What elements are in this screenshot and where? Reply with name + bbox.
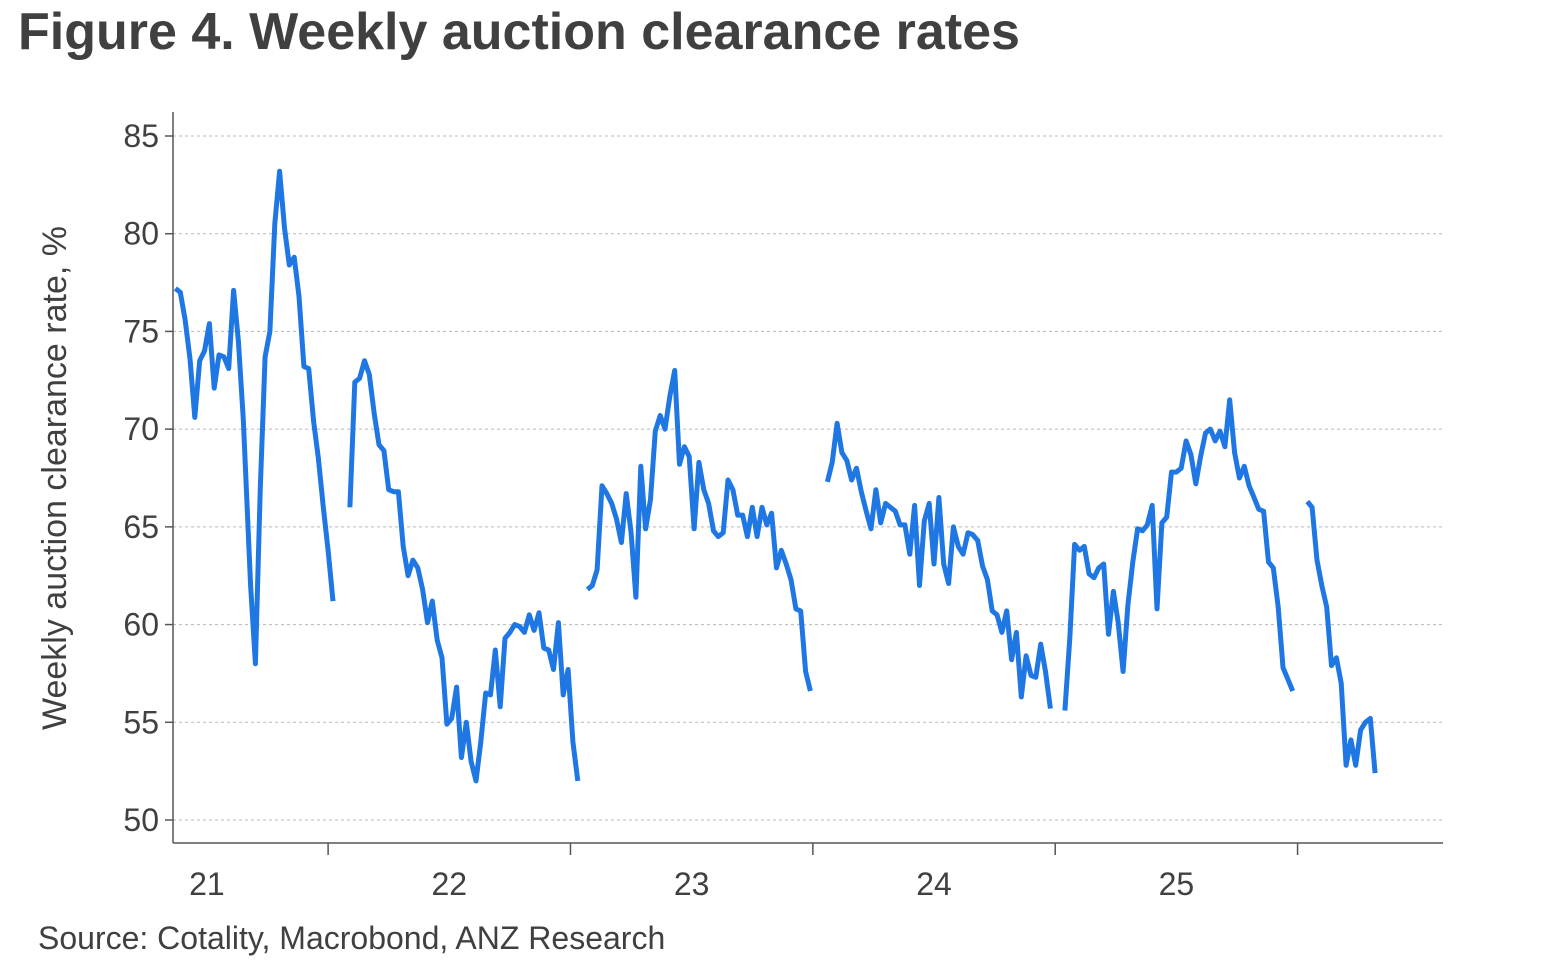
series-line <box>173 168 336 667</box>
line-chart: 50 55 60 65 70 75 80 85 21 22 23 24 25 Weekly aucti… <box>36 112 1443 902</box>
x-ticks <box>327 843 1299 855</box>
source-note: Source: Cotality, Macrobond, ANZ Researc… <box>38 920 666 956</box>
series-line <box>824 420 1053 709</box>
y-tick-label: 65 <box>123 509 159 545</box>
y-tick-label: 75 <box>123 313 159 349</box>
y-tick-label: 70 <box>123 411 159 447</box>
series-line <box>585 368 813 692</box>
x-tick-label: 22 <box>432 866 468 902</box>
y-tick-labels: 50 55 60 65 70 75 80 85 <box>123 118 159 838</box>
x-tick-label: 23 <box>674 866 710 902</box>
x-tick-label: 21 <box>189 866 225 902</box>
chart-title: Figure 4. Weekly auction clearance rates <box>18 3 1020 61</box>
x-tick-labels: 21 22 23 24 25 <box>189 866 1194 902</box>
y-tick-label: 85 <box>123 118 159 154</box>
y-tick-label: 80 <box>123 216 159 252</box>
y-tick-label: 55 <box>123 704 159 740</box>
y-tick-label: 60 <box>123 607 159 643</box>
data-series <box>173 168 1378 784</box>
series-line <box>1305 499 1378 774</box>
gridlines <box>165 135 1443 821</box>
x-tick-label: 25 <box>1159 866 1195 902</box>
series-line <box>1062 397 1296 711</box>
x-tick-label: 24 <box>916 866 952 902</box>
y-axis-label: Weekly auction clearance rate, % <box>36 226 74 730</box>
series-line <box>347 358 581 784</box>
y-tick-label: 50 <box>123 802 159 838</box>
